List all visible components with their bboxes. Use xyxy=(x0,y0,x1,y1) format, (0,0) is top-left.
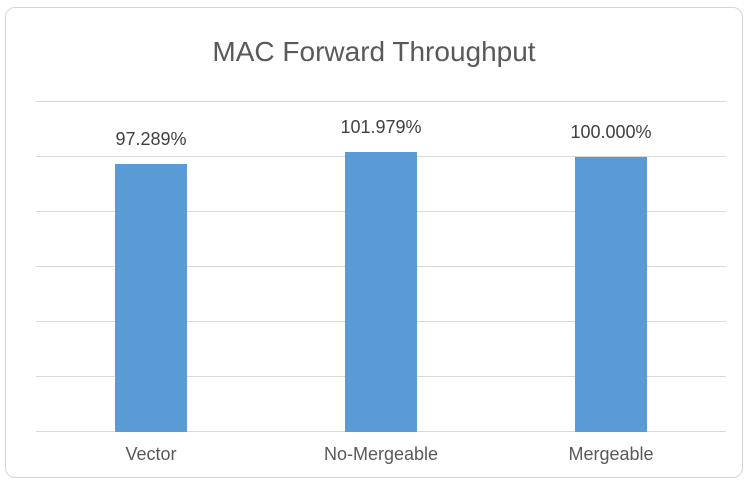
bars-row: 97.289% 101.979% 100.000% xyxy=(36,102,726,432)
chart-border-frame: MAC Forward Throughput 97.289% 101.979% … xyxy=(5,7,743,478)
x-axis-label-mergeable: Mergeable xyxy=(568,444,654,464)
bar-data-label: 100.000% xyxy=(570,122,652,142)
bar-group-vector: 97.289% xyxy=(36,102,266,432)
bar-group-no-mergeable: 101.979% xyxy=(266,102,496,432)
x-axis-label-no-mergeable: No-Mergeable xyxy=(323,444,439,464)
bar xyxy=(345,151,417,432)
x-axis-label-vector: Vector xyxy=(125,444,177,464)
bar-data-label: 97.289% xyxy=(115,129,187,150)
plot-area: 97.289% 101.979% 100.000% xyxy=(36,101,726,432)
bar-group-mergeable: 100.000% xyxy=(496,102,726,432)
x-axis-labels: Vector No-Mergeable Mergeable xyxy=(36,442,726,466)
gridline xyxy=(36,101,726,102)
bar xyxy=(115,164,187,432)
chart-title: MAC Forward Throughput xyxy=(212,36,536,67)
bar xyxy=(575,157,647,432)
bar-data-label: 101.979% xyxy=(340,116,422,137)
